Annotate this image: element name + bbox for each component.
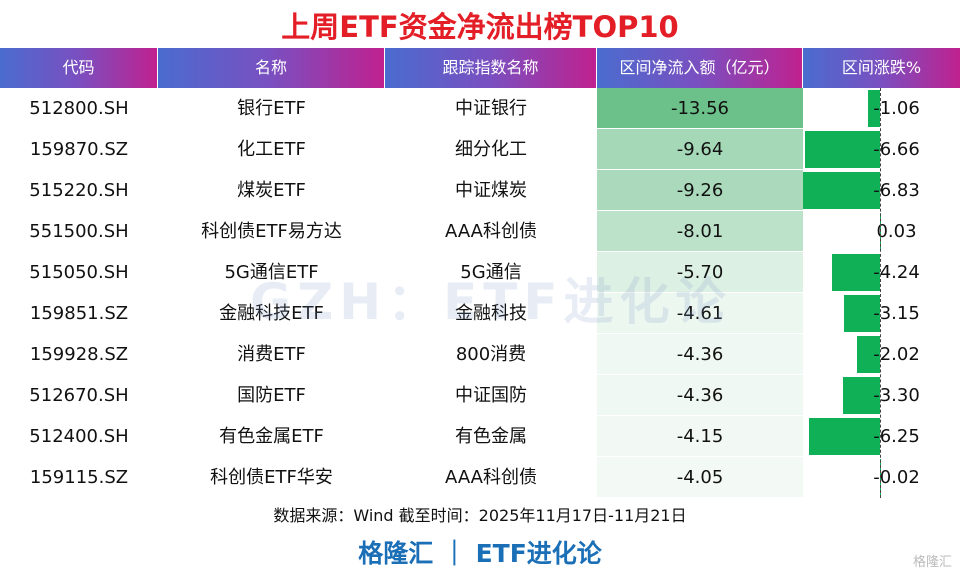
table-row: 159851.SZ 金融科技ETF 金融科技 -4.61 -3.15 (0, 293, 960, 334)
cell-index: 5G通信 (460, 262, 522, 283)
pct-bar (844, 295, 880, 332)
zero-axis-line (880, 88, 881, 498)
cell-name: 5G通信ETF (224, 262, 319, 283)
cell-code: 159851.SZ (29, 303, 129, 324)
header-flow: 区间净流入额（亿元） (597, 48, 803, 88)
page-title: 上周ETF资金净流出榜TOP10 (281, 10, 679, 44)
cell-index: 细分化工 (455, 139, 527, 160)
pct-value: -3.30 (873, 385, 920, 406)
cell-flow: -4.36 (597, 334, 803, 375)
cell-name: 煤炭ETF (237, 180, 306, 201)
pct-value: -4.24 (873, 262, 920, 283)
cell-pct: -6.83 (802, 170, 960, 211)
header-code: 代码 (0, 48, 158, 88)
cell-flow: -5.70 (597, 252, 803, 293)
cell-code: 159928.SZ (29, 344, 129, 365)
cell-pct: -1.06 (803, 88, 960, 129)
cell-flow: -4.15 (597, 416, 803, 457)
table-row: 159928.SZ 消费ETF 800消费 -4.36 -2.02 (0, 334, 960, 375)
pct-value: -6.83 (873, 180, 920, 201)
cell-pct: -6.25 (803, 416, 960, 457)
cell-name: 有色金属ETF (219, 426, 324, 447)
cell-code: 512400.SH (29, 426, 129, 447)
cell-code: 159870.SZ (29, 139, 129, 160)
pct-bar (802, 172, 880, 209)
cell-code: 515220.SH (29, 180, 129, 201)
logo-mark: 格隆汇 (912, 555, 952, 570)
data-source: 数据来源：Wind 截至时间：2025年11月17日-11月21日 (273, 506, 687, 525)
cell-pct: -6.66 (803, 129, 960, 170)
cell-code: 551500.SH (29, 221, 129, 242)
table-header: 代码 名称 跟踪指数名称 区间净流入额（亿元） 区间涨跌% (0, 48, 960, 88)
table-row: 515050.SH 5G通信ETF 5G通信 -5.70 -4.24 (0, 252, 960, 293)
cell-index: 中证煤炭 (455, 180, 527, 201)
cell-code: 512670.SH (29, 385, 129, 406)
cell-index: 金融科技 (455, 303, 527, 324)
cell-name: 银行ETF (237, 98, 306, 119)
pct-bar (857, 336, 880, 373)
cell-index: AAA科创债 (445, 221, 537, 242)
cell-code: 512800.SH (29, 98, 129, 119)
cell-index: 中证银行 (455, 98, 527, 119)
brand-footer: 格隆汇 ｜ ETF进化论 (358, 539, 602, 568)
pct-value: -1.06 (873, 98, 920, 119)
pct-bar (868, 90, 880, 127)
cell-name: 化工ETF (237, 139, 306, 160)
cell-index: 有色金属 (455, 426, 527, 447)
cell-name: 消费ETF (237, 344, 306, 365)
table-row: 515220.SH 煤炭ETF 中证煤炭 -9.26 -6.83 (0, 170, 960, 211)
pct-value: -6.25 (873, 426, 920, 447)
header-name: 名称 (158, 48, 385, 88)
table-row: 551500.SH 科创债ETF易方达 AAA科创债 -8.01 0.03 (0, 211, 960, 252)
cell-name: 金融科技ETF (219, 303, 324, 324)
table-row: 159870.SZ 化工ETF 细分化工 -9.64 -6.66 (0, 129, 960, 170)
table-row: 512400.SH 有色金属ETF 有色金属 -4.15 -6.25 (0, 416, 960, 457)
cell-flow: -4.36 (597, 375, 803, 416)
cell-flow: -8.01 (597, 211, 803, 252)
cell-pct: -3.15 (803, 293, 960, 334)
cell-flow: -9.26 (597, 170, 803, 211)
cell-pct: -0.02 (803, 457, 960, 498)
table-row: 512800.SH 银行ETF 中证银行 -13.56 -1.06 (0, 88, 960, 129)
pct-bar (842, 377, 880, 414)
pct-value: -3.15 (873, 303, 920, 324)
cell-flow: -4.61 (597, 293, 803, 334)
header-index: 跟踪指数名称 (385, 48, 597, 88)
pct-value: -0.02 (873, 467, 920, 488)
header-pct: 区间涨跌% (803, 48, 960, 88)
pct-value: 0.03 (876, 221, 917, 242)
table-row: 512670.SH 国防ETF 中证国防 -4.36 -3.30 (0, 375, 960, 416)
table-body: 512800.SH 银行ETF 中证银行 -13.56 -1.06 159870.SZ 化工… (0, 88, 960, 498)
cell-pct: -3.30 (803, 375, 960, 416)
cell-pct: -4.24 (803, 252, 960, 293)
pct-bar (804, 131, 880, 168)
table-row: 159115.SZ 科创债ETF华安 AAA科创债 -4.05 -0.02 (0, 457, 960, 498)
cell-flow: -9.64 (597, 129, 803, 170)
cell-pct: 0.03 (803, 211, 960, 252)
pct-value: -2.02 (873, 344, 920, 365)
cell-name: 国防ETF (237, 385, 306, 406)
cell-name: 科创债ETF华安 (210, 467, 333, 488)
cell-index: AAA科创债 (445, 467, 537, 488)
cell-pct: -2.02 (803, 334, 960, 375)
pct-value: -6.66 (873, 139, 920, 160)
cell-code: 159115.SZ (29, 467, 129, 488)
cell-index: 800消费 (455, 344, 527, 365)
pct-bar (832, 254, 880, 291)
cell-name: 科创债ETF易方达 (201, 221, 342, 242)
cell-flow: -4.05 (597, 457, 803, 498)
cell-index: 中证国防 (455, 385, 527, 406)
cell-code: 515050.SH (29, 262, 129, 283)
watermark: GZH：ETF进化论 (250, 273, 732, 331)
pct-bar (809, 418, 880, 455)
cell-flow: -13.56 (597, 88, 803, 129)
